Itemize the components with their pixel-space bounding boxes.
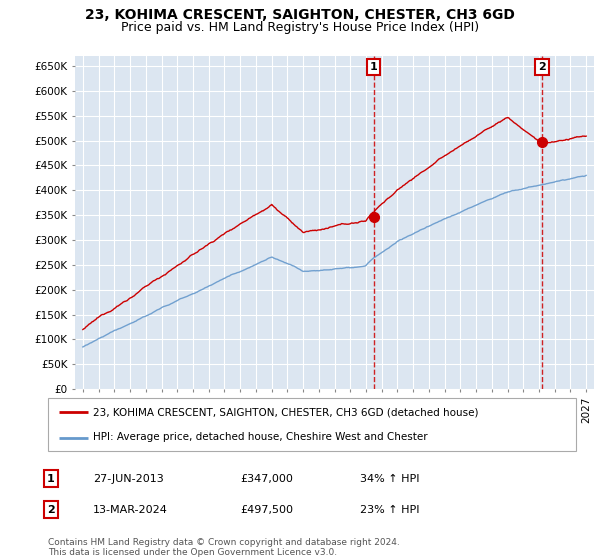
Text: 13-MAR-2024: 13-MAR-2024 bbox=[93, 505, 168, 515]
Text: £497,500: £497,500 bbox=[240, 505, 293, 515]
Text: 23, KOHIMA CRESCENT, SAIGHTON, CHESTER, CH3 6GD: 23, KOHIMA CRESCENT, SAIGHTON, CHESTER, … bbox=[85, 8, 515, 22]
Text: 2: 2 bbox=[47, 505, 55, 515]
Text: £347,000: £347,000 bbox=[240, 474, 293, 484]
Text: 34% ↑ HPI: 34% ↑ HPI bbox=[360, 474, 419, 484]
Text: HPI: Average price, detached house, Cheshire West and Chester: HPI: Average price, detached house, Ches… bbox=[93, 432, 428, 442]
Text: 2: 2 bbox=[538, 62, 546, 72]
Text: 27-JUN-2013: 27-JUN-2013 bbox=[93, 474, 164, 484]
Text: 23, KOHIMA CRESCENT, SAIGHTON, CHESTER, CH3 6GD (detached house): 23, KOHIMA CRESCENT, SAIGHTON, CHESTER, … bbox=[93, 408, 478, 418]
Text: 1: 1 bbox=[47, 474, 55, 484]
Text: Price paid vs. HM Land Registry's House Price Index (HPI): Price paid vs. HM Land Registry's House … bbox=[121, 21, 479, 34]
FancyBboxPatch shape bbox=[48, 398, 576, 451]
Text: 1: 1 bbox=[370, 62, 377, 72]
Text: Contains HM Land Registry data © Crown copyright and database right 2024.
This d: Contains HM Land Registry data © Crown c… bbox=[48, 538, 400, 557]
Text: 23% ↑ HPI: 23% ↑ HPI bbox=[360, 505, 419, 515]
